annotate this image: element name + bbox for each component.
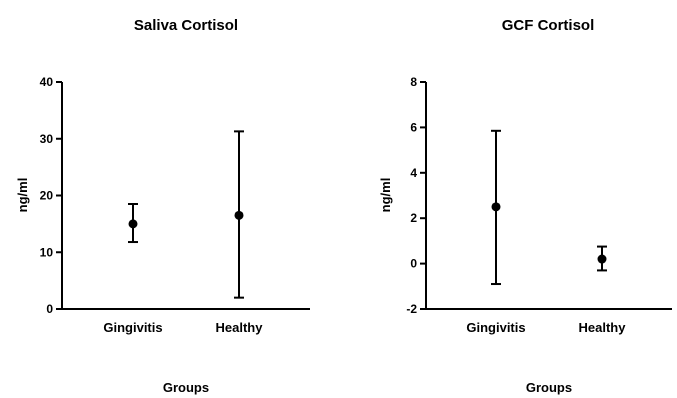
- x-categories: Gingivitis Healthy: [103, 320, 263, 335]
- x-axis-label: Groups: [163, 380, 209, 395]
- y-tick-label: 2: [410, 211, 417, 225]
- x-category-label: Healthy: [216, 320, 264, 335]
- y-tick-label: -2: [406, 302, 417, 316]
- data-point: [597, 254, 607, 264]
- y-tick-label: 4: [410, 166, 417, 180]
- panel-gcf-cortisol: GCF Cortisol ng/ml Groups -2 0 2 4 6 8 Gingiv…: [378, 17, 672, 395]
- y-axis-label: ng/ml: [378, 178, 393, 213]
- y-tick-label: 20: [40, 189, 54, 203]
- y-tick-label: 6: [410, 120, 417, 134]
- y-tick-label: 0: [46, 302, 53, 316]
- panel-saliva-cortisol: Saliva Cortisol ng/ml Groups 0 10 20 30 40 G…: [15, 17, 310, 395]
- y-tick-label: 8: [410, 75, 417, 89]
- y-ticks: 0 10 20 30 40: [40, 75, 62, 316]
- y-tick-label: 0: [410, 257, 417, 271]
- data-marks: [491, 129, 607, 286]
- y-tick-label: 40: [40, 75, 54, 89]
- y-tick-label: 30: [40, 132, 54, 146]
- x-axis-label: Groups: [526, 380, 572, 395]
- x-category-label: Gingivitis: [466, 320, 525, 335]
- x-categories: Gingivitis Healthy: [466, 320, 626, 335]
- x-category-label: Gingivitis: [103, 320, 162, 335]
- y-tick-label: 10: [40, 245, 54, 259]
- y-axis-label: ng/ml: [15, 178, 30, 213]
- data-point: [491, 202, 501, 212]
- data-point: [128, 219, 138, 229]
- data-point: [234, 210, 244, 220]
- chart-title: Saliva Cortisol: [134, 17, 238, 34]
- data-marks: [128, 130, 244, 299]
- x-category-label: Healthy: [579, 320, 627, 335]
- chart-title: GCF Cortisol: [502, 17, 595, 34]
- y-ticks: -2 0 2 4 6 8: [406, 75, 426, 316]
